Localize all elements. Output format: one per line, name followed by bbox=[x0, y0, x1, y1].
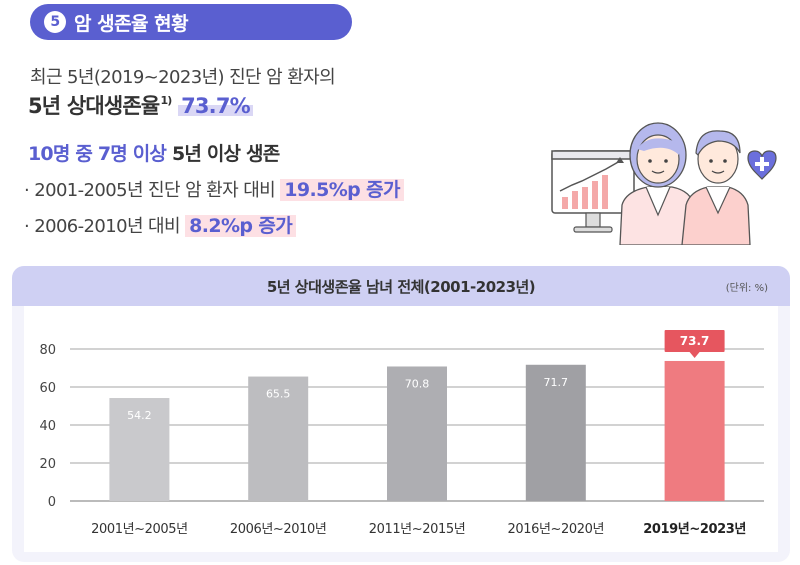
summary-line3: 10명 중 7명 이상 5년 이상 생존 bbox=[28, 139, 280, 166]
bar bbox=[525, 364, 586, 501]
monitor-chart-icon bbox=[551, 150, 635, 233]
category-label: 2011년~2015년 bbox=[369, 522, 466, 537]
section-number-badge: 5 bbox=[44, 11, 66, 33]
bar-value-label: 54.2 bbox=[127, 409, 152, 422]
callout-box bbox=[664, 329, 725, 352]
bar bbox=[248, 376, 309, 501]
category-label: 2016년~2020년 bbox=[508, 522, 605, 537]
bar-value-label: 73.7 bbox=[680, 334, 710, 348]
chart-header: 5년 상대생존율 남녀 전체(2001-2023년) (단위: %) bbox=[12, 266, 790, 306]
bar-value-label: 65.5 bbox=[266, 388, 291, 401]
chart-unit-label: (단위: %) bbox=[725, 283, 768, 294]
bullet2-text: · 2006-2010년 대비 bbox=[24, 216, 181, 237]
survival-phrase: 5년 이상 생존 bbox=[171, 143, 280, 165]
bullet-2001-2005: · 2001-2005년 진단 암 환자 대비 19.5%p 증가 bbox=[24, 175, 404, 202]
category-label: 2001년~2005년 bbox=[91, 522, 188, 537]
bar bbox=[664, 360, 725, 501]
ratio-highlight: 10명 중 7명 이상 bbox=[28, 143, 167, 165]
bar bbox=[387, 366, 447, 501]
bar-value-label: 70.8 bbox=[405, 377, 430, 390]
summary-line1: 최근 5년(2019~2023년) 진단 암 환자의 bbox=[30, 67, 336, 88]
woman-figure-icon bbox=[619, 122, 697, 245]
bar bbox=[109, 398, 170, 501]
y-tick-label: 0 bbox=[48, 495, 56, 510]
y-tick-label: 40 bbox=[39, 419, 56, 434]
survival-rate-label: 5년 상대생존율 bbox=[28, 94, 160, 118]
y-tick-label: 80 bbox=[39, 343, 56, 358]
y-tick-label: 20 bbox=[39, 457, 56, 472]
bullet1-value: 19.5%p 증가 bbox=[280, 179, 404, 201]
bullet2-value: 8.2%p 증가 bbox=[185, 215, 297, 237]
footnote-marker: 1) bbox=[160, 94, 172, 107]
man-figure-icon bbox=[681, 130, 751, 245]
doctors-illustration bbox=[551, 122, 777, 245]
bar-value-label: 71.7 bbox=[544, 376, 569, 389]
section-title: 암 생존율 현황 bbox=[74, 12, 189, 35]
y-tick-label: 60 bbox=[39, 381, 56, 396]
section-header: 5 암 생존율 현황 bbox=[30, 4, 352, 40]
heart-plus-icon bbox=[747, 150, 777, 180]
survival-rate-value: 73.7% bbox=[178, 94, 253, 118]
category-label: 2006년~2010년 bbox=[230, 522, 327, 537]
bar-chart: 0 20 40 60 80 54.2 2001년~2005년 65.5 2006년~2010년 7… bbox=[39, 329, 764, 537]
callout-pointer bbox=[689, 351, 700, 358]
bullet1-text: · 2001-2005년 진단 암 환자 대비 bbox=[24, 180, 276, 201]
chart-body: 0 20 40 60 80 54.2 2001년~2005년 65.5 2006년~2010년 7… bbox=[24, 306, 778, 552]
summary-line2: 5년 상대생존율1) 73.7% bbox=[28, 90, 253, 120]
chart-panel: 5년 상대생존율 남녀 전체(2001-2023년) (단위: %) 0 20 40… bbox=[12, 266, 790, 562]
category-label: 2019년~2023년 bbox=[643, 522, 746, 537]
bullet-2006-2010: · 2006-2010년 대비 8.2%p 증가 bbox=[24, 211, 297, 238]
chart-title: 5년 상대생존율 남녀 전체(2001-2023년) bbox=[266, 277, 536, 296]
